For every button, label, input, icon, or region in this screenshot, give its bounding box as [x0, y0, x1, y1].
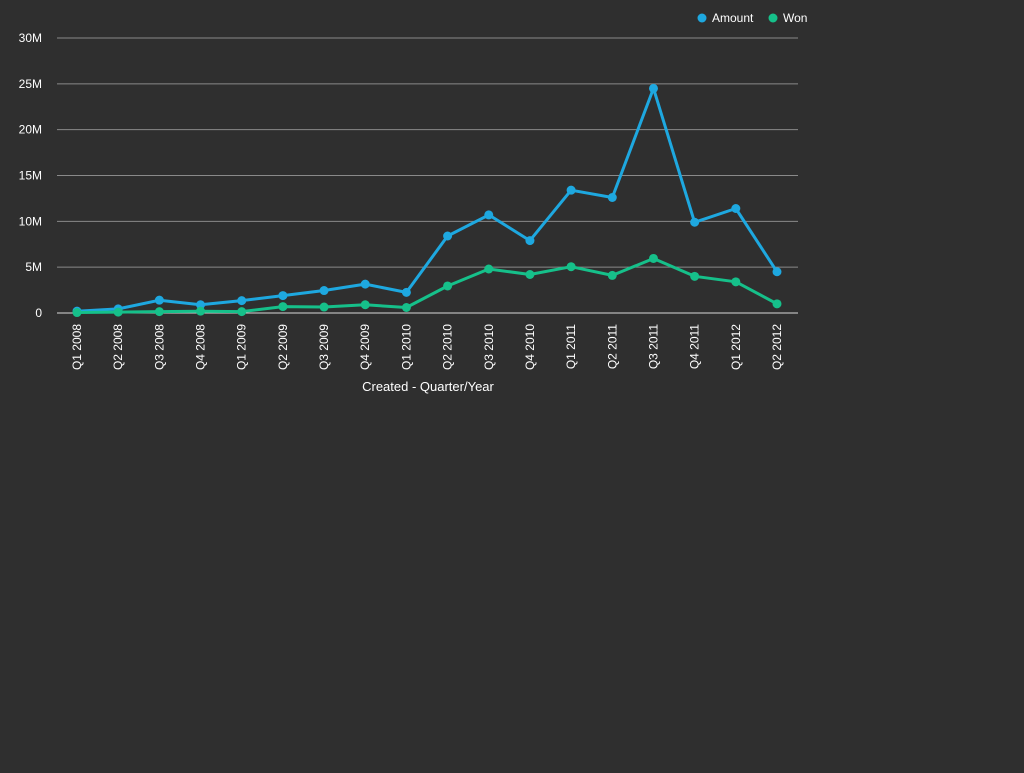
y-tick-label: 25M — [19, 77, 42, 91]
x-tick-label: Q2 2010 — [441, 324, 455, 370]
series-line-won[interactable] — [75, 257, 779, 314]
data-point-amount[interactable] — [237, 296, 247, 306]
legend[interactable]: Amount Won — [697, 11, 808, 25]
data-point-won[interactable] — [443, 281, 453, 291]
gridlines — [57, 37, 798, 314]
y-tick-label: 5M — [25, 260, 42, 274]
series-lines — [75, 86, 779, 314]
data-point-won[interactable] — [196, 306, 206, 316]
data-point-amount[interactable] — [319, 286, 329, 296]
legend-swatch — [697, 13, 707, 23]
series-points — [72, 83, 782, 318]
data-point-amount[interactable] — [443, 231, 453, 241]
data-point-amount[interactable] — [772, 267, 782, 277]
x-tick-label: Q3 2010 — [482, 324, 496, 370]
data-point-amount[interactable] — [360, 279, 370, 289]
data-point-won[interactable] — [607, 270, 617, 280]
data-point-amount[interactable] — [648, 83, 658, 93]
data-point-won[interactable] — [648, 253, 658, 263]
x-tick-label: Q4 2010 — [523, 324, 537, 370]
y-tick-label: 0 — [35, 306, 42, 320]
x-tick-label: Q1 2009 — [235, 324, 249, 370]
x-tick-label: Q1 2011 — [564, 324, 578, 369]
y-tick-label: 15M — [19, 169, 42, 183]
legend-label: Amount — [712, 11, 754, 25]
legend-label: Won — [783, 11, 807, 25]
x-tick-label: Q1 2010 — [399, 324, 413, 370]
data-point-won[interactable] — [566, 262, 576, 272]
data-point-amount[interactable] — [731, 204, 741, 213]
x-tick-label: Q2 2008 — [111, 324, 125, 370]
data-point-won[interactable] — [113, 307, 123, 317]
data-point-won[interactable] — [72, 308, 82, 318]
x-tick-label: Q1 2012 — [729, 324, 743, 370]
data-point-amount[interactable] — [154, 295, 164, 305]
y-tick-label: 20M — [19, 123, 42, 137]
data-point-won[interactable] — [154, 307, 164, 317]
y-tick-label: 10M — [19, 214, 42, 228]
data-point-amount[interactable] — [196, 300, 206, 310]
data-point-amount[interactable] — [278, 291, 288, 301]
data-point-amount[interactable] — [566, 185, 576, 195]
data-point-amount[interactable] — [401, 287, 411, 297]
data-point-won[interactable] — [525, 270, 535, 279]
y-axis-ticks: 0 5M 10M 15M 20M 25M 30M — [19, 31, 43, 320]
x-tick-label: Q1 2008 — [70, 324, 84, 370]
x-tick-label: Q4 2009 — [358, 324, 372, 370]
data-point-amount[interactable] — [484, 210, 494, 220]
data-point-amount[interactable] — [690, 217, 700, 227]
x-tick-label: Q3 2011 — [646, 324, 660, 369]
x-tick-label: Q2 2012 — [770, 324, 784, 370]
legend-swatch — [768, 13, 778, 23]
x-axis-title: Created - Quarter/Year — [362, 379, 494, 394]
x-tick-label: Q3 2008 — [152, 324, 166, 370]
data-point-won[interactable] — [690, 271, 700, 281]
x-tick-label: Q2 2009 — [276, 324, 290, 370]
data-point-won[interactable] — [731, 277, 741, 287]
data-point-amount[interactable] — [607, 193, 617, 202]
data-point-won[interactable] — [278, 302, 288, 312]
data-point-won[interactable] — [319, 302, 329, 312]
data-point-won[interactable] — [237, 307, 247, 317]
series-line-amount[interactable] — [75, 86, 779, 313]
data-point-won[interactable] — [401, 303, 411, 312]
data-point-amount[interactable] — [525, 236, 535, 246]
data-point-won[interactable] — [772, 299, 782, 309]
x-tick-label: Q2 2011 — [605, 324, 619, 369]
legend-item-won[interactable]: Won — [768, 11, 808, 25]
data-point-won[interactable] — [360, 300, 370, 310]
x-tick-label: Q4 2008 — [194, 324, 208, 370]
x-axis-ticks: Q1 2008 Q2 2008 Q3 2008 Q4 2008 Q1 2009 Q2 20… — [70, 324, 784, 370]
x-tick-label: Q3 2009 — [317, 324, 331, 370]
y-tick-label: 30M — [19, 31, 42, 45]
data-point-won[interactable] — [484, 264, 494, 274]
x-tick-label: Q4 2011 — [688, 324, 702, 369]
legend-item-amount[interactable]: Amount — [697, 11, 755, 25]
